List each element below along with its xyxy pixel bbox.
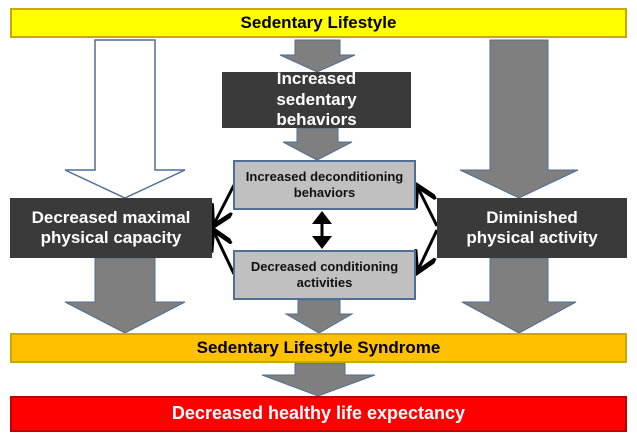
grey-arrow-right-bottom — [461, 257, 577, 334]
black-arrows — [214, 185, 439, 274]
grey-arrow-bottom — [261, 362, 376, 397]
grey-arrow-right-top — [459, 39, 579, 199]
node-sedentary-lifestyle: Sedentary Lifestyle — [10, 8, 627, 38]
node-diminished-physical-activity: Diminished physical activity — [437, 198, 627, 258]
grey-arrow-left-bottom — [64, 257, 186, 334]
node-decreased-healthy-life-expectancy: Decreased healthy life expectancy — [10, 396, 627, 432]
node-increased-sedentary-behaviors: Increased sedentary behaviors — [222, 69, 411, 129]
double-arrow — [312, 211, 332, 249]
grey-arrow-center-2 — [284, 299, 354, 334]
node-increased-deconditioning-behaviors: Increased deconditioning behaviors — [233, 160, 416, 210]
node-sedentary-lifestyle-syndrome: Sedentary Lifestyle Syndrome — [10, 333, 627, 363]
grey-arrow-center-1 — [282, 127, 353, 161]
white-arrow-left — [64, 39, 186, 199]
node-decreased-maximal-physical-capacity: Decreased maximal physical capacity — [10, 198, 212, 258]
node-decreased-conditioning-activities: Decreased conditioning activities — [233, 250, 416, 300]
grey-arrow-top-center — [279, 39, 356, 73]
